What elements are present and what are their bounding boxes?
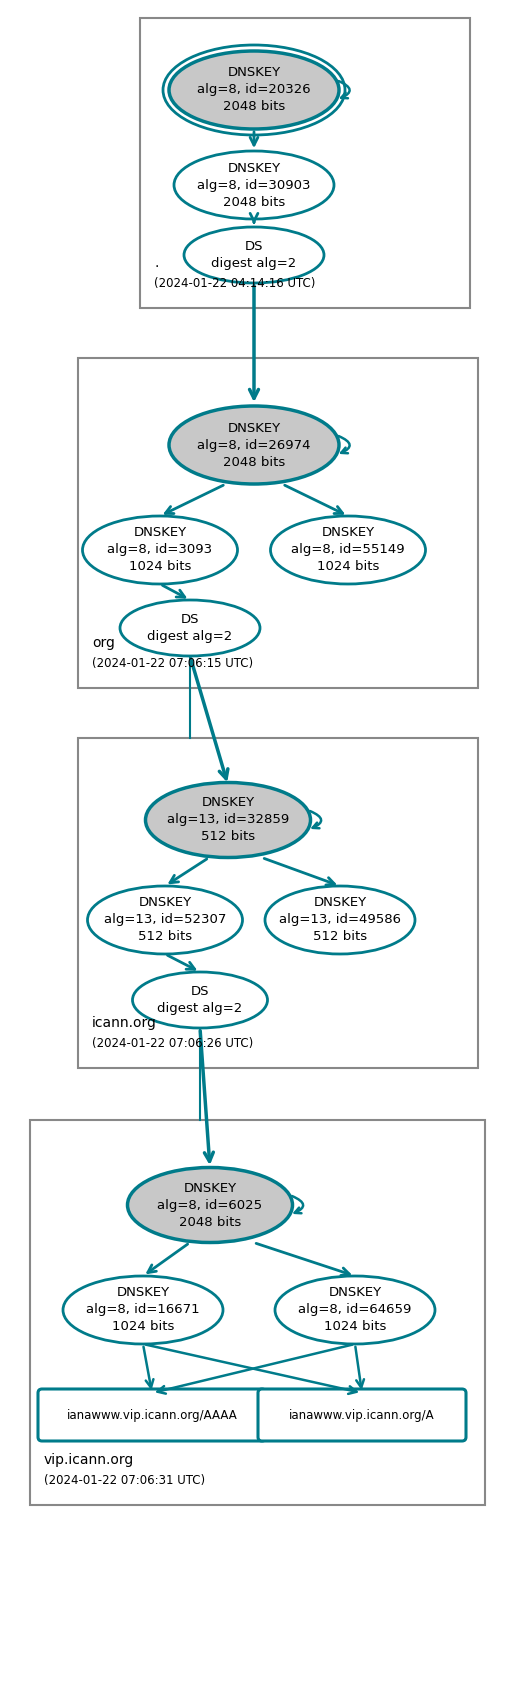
Ellipse shape [82,516,238,584]
Text: DNSKEY
alg=8, id=55149
1024 bits: DNSKEY alg=8, id=55149 1024 bits [291,526,405,574]
Text: DNSKEY
alg=13, id=49586
512 bits: DNSKEY alg=13, id=49586 512 bits [279,897,401,944]
Ellipse shape [63,1276,223,1343]
Ellipse shape [133,971,268,1029]
Text: (2024-01-22 07:06:26 UTC): (2024-01-22 07:06:26 UTC) [92,1037,253,1051]
Text: DNSKEY
alg=8, id=16671
1024 bits: DNSKEY alg=8, id=16671 1024 bits [86,1286,200,1333]
Text: DNSKEY
alg=8, id=20326
2048 bits: DNSKEY alg=8, id=20326 2048 bits [197,66,311,113]
Text: ianawww.vip.icann.org/AAAA: ianawww.vip.icann.org/AAAA [67,1408,237,1421]
Bar [30,1120,485,1504]
Text: (2024-01-22 07:06:31 UTC): (2024-01-22 07:06:31 UTC) [44,1474,205,1487]
Bar [78,738,478,1068]
Ellipse shape [169,51,339,129]
Text: DNSKEY
alg=8, id=3093
1024 bits: DNSKEY alg=8, id=3093 1024 bits [107,526,212,574]
Text: DNSKEY
alg=8, id=64659
1024 bits: DNSKEY alg=8, id=64659 1024 bits [298,1286,411,1333]
Text: vip.icann.org: vip.icann.org [44,1453,134,1467]
Text: DNSKEY
alg=8, id=26974
2048 bits: DNSKEY alg=8, id=26974 2048 bits [197,421,311,469]
Text: ianawww.vip.icann.org/A: ianawww.vip.icann.org/A [289,1408,435,1421]
Ellipse shape [169,406,339,484]
Text: DNSKEY
alg=13, id=52307
512 bits: DNSKEY alg=13, id=52307 512 bits [104,897,226,944]
Text: DS
digest alg=2: DS digest alg=2 [157,985,243,1015]
Text: org: org [92,636,115,650]
Bar [78,359,478,689]
Text: DNSKEY
alg=8, id=6025
2048 bits: DNSKEY alg=8, id=6025 2048 bits [157,1181,263,1228]
FancyBboxPatch shape [258,1389,466,1442]
Text: (2024-01-22 04:14:16 UTC): (2024-01-22 04:14:16 UTC) [154,277,315,289]
FancyBboxPatch shape [38,1389,266,1442]
Text: DNSKEY
alg=13, id=32859
512 bits: DNSKEY alg=13, id=32859 512 bits [167,797,289,844]
Text: (2024-01-22 07:06:15 UTC): (2024-01-22 07:06:15 UTC) [92,656,253,670]
Ellipse shape [128,1167,293,1242]
Ellipse shape [265,887,415,954]
Text: .: . [154,255,158,271]
Text: DS
digest alg=2: DS digest alg=2 [147,613,233,643]
Ellipse shape [275,1276,435,1343]
Text: icann.org: icann.org [92,1015,157,1030]
Bar [140,19,470,308]
Ellipse shape [184,227,324,283]
Ellipse shape [270,516,426,584]
Ellipse shape [145,782,310,858]
Text: DNSKEY
alg=8, id=30903
2048 bits: DNSKEY alg=8, id=30903 2048 bits [197,161,311,208]
Text: DS
digest alg=2: DS digest alg=2 [211,240,297,271]
Ellipse shape [174,151,334,218]
Ellipse shape [120,601,260,656]
Ellipse shape [87,887,242,954]
